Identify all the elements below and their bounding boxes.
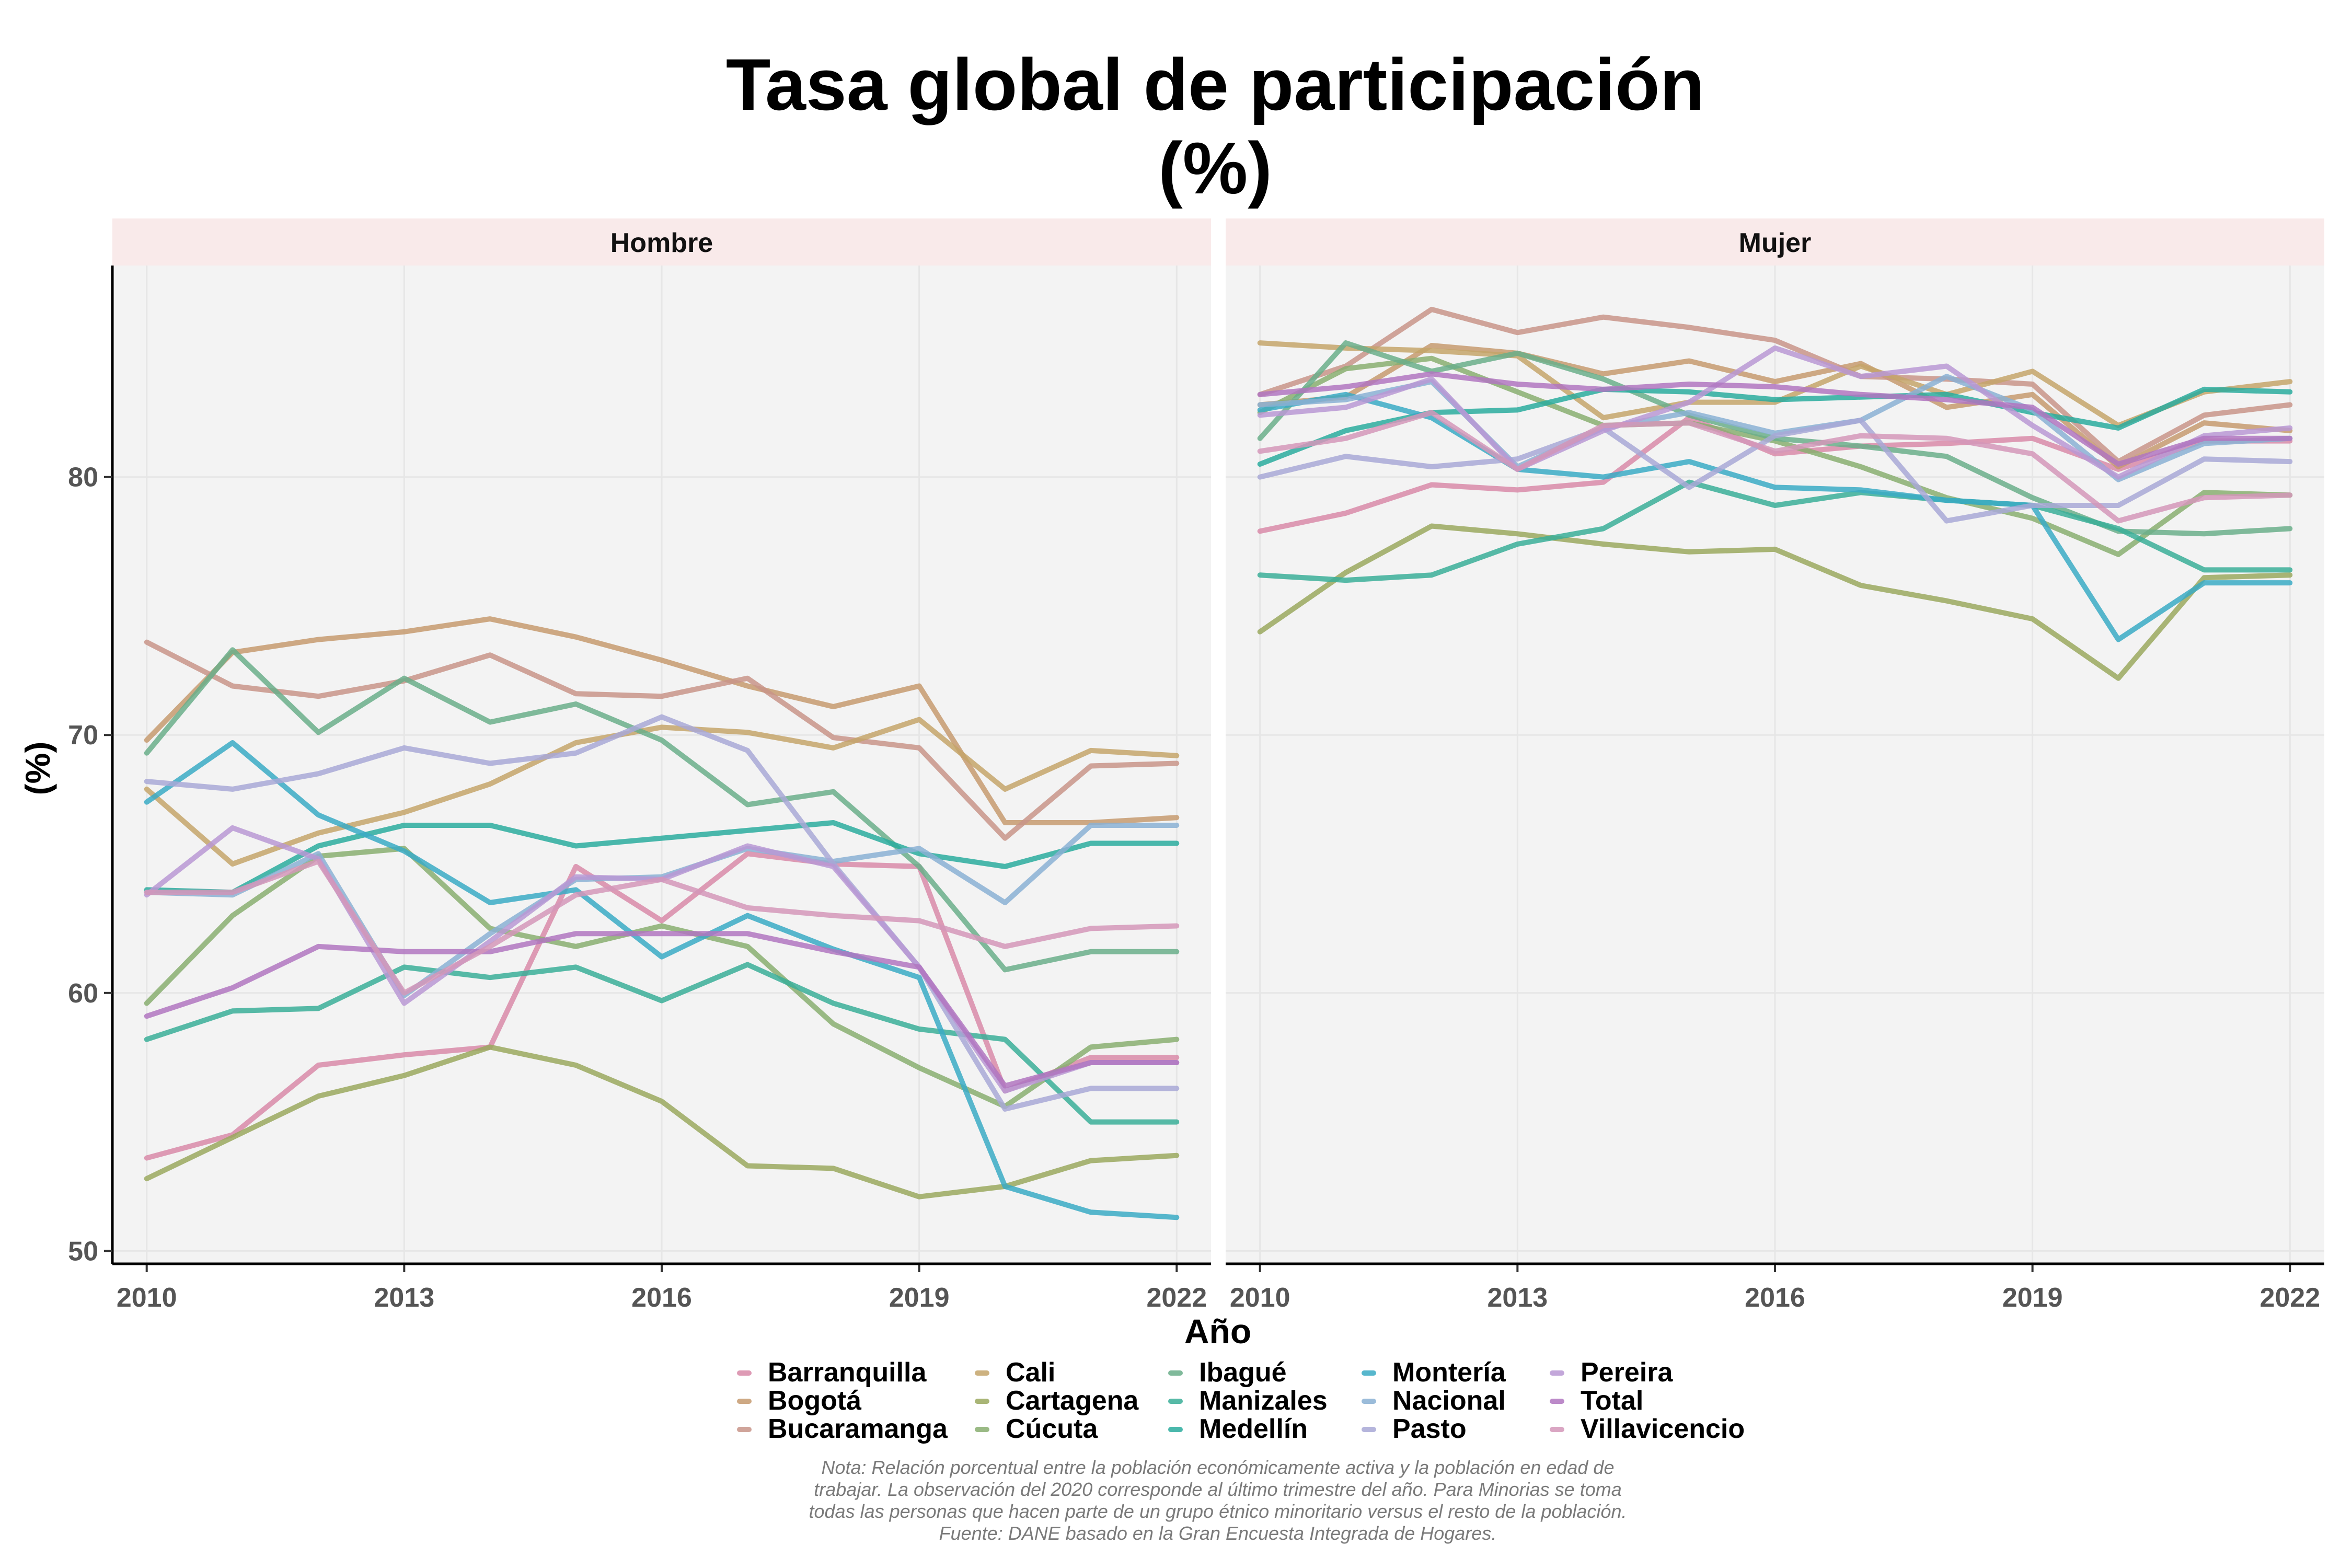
series-line-hombre-ibague <box>144 647 1180 973</box>
panel-mujer: Mujer 2010 2013 2016 2019 2022 <box>1226 218 2324 1313</box>
y-tick-label-50: 50 <box>68 1236 98 1266</box>
series-line-hombre-cali <box>144 717 1180 867</box>
x-axis-title: Año <box>1184 1312 1251 1351</box>
x-tick-label-2016: 2016 <box>631 1283 692 1313</box>
legend-label-total: Total <box>1581 1386 1643 1416</box>
series-line-mujer-total <box>1257 371 2293 467</box>
series-line-mujer-monteria <box>1257 391 2293 642</box>
legend-label-pasto: Pasto <box>1392 1414 1467 1444</box>
footnote-line-3: todas las personas que hacen parte de un… <box>809 1501 1627 1522</box>
series-line-hombre-medellin <box>144 820 1180 895</box>
series-line-mujer-villavicencio <box>1257 410 2293 524</box>
legend-label-cucuta: Cúcuta <box>1006 1414 1098 1444</box>
x-tick-label-2010: 2010 <box>117 1283 177 1313</box>
footnote-line-2: trabajar. La observación del 2020 corres… <box>814 1479 1621 1500</box>
x-tick-label-2022: 2022 <box>1146 1283 1207 1313</box>
series-line-hombre-total <box>144 931 1180 1089</box>
series-line-hombre-bogota <box>144 616 1180 825</box>
x-tick-label-2022: 2022 <box>2259 1283 2320 1313</box>
x-tick-label-2019: 2019 <box>2002 1283 2063 1313</box>
legend-label-bogota: Bogotá <box>768 1386 862 1416</box>
series-line-hombre-villavicencio <box>144 859 1180 996</box>
x-axis-ticks-mujer: 2010 2013 2016 2019 2022 <box>1230 1264 2320 1313</box>
series-line-hombre-bucaramanga <box>144 639 1180 841</box>
series-line-hombre-pasto <box>144 714 1180 1112</box>
chart-title-line1: Tasa global de participación <box>726 43 1704 125</box>
panel-strip-mujer <box>1226 218 2324 266</box>
gridlines-mujer <box>1226 266 2324 1264</box>
footnote: Nota: Relación porcentual entre la pobla… <box>809 1457 1627 1544</box>
panel-strip-label-hombre: Hombre <box>610 228 713 258</box>
panel-hombre: Hombre 2010 2013 2016 2019 2022 <box>112 218 1211 1313</box>
legend-label-barranquilla: Barranquilla <box>768 1357 927 1388</box>
x-axis-ticks-hombre: 2010 2013 2016 2019 2022 <box>117 1264 1207 1313</box>
chart-title-line2: (%) <box>1158 127 1272 209</box>
panel-strip-label-mujer: Mujer <box>1739 228 1812 258</box>
footnote-line-4: Fuente: DANE basado en la Gran Encuesta … <box>939 1523 1497 1544</box>
footnote-line-1: Nota: Relación porcentual entre la pobla… <box>822 1457 1615 1478</box>
legend-label-cartagena: Cartagena <box>1006 1386 1139 1416</box>
series-line-hombre-manizales <box>144 962 1180 1125</box>
series-lines-hombre <box>144 616 1180 1220</box>
legend-label-monteria: Montería <box>1392 1357 1506 1388</box>
legend-label-villavicencio: Villavicencio <box>1581 1414 1745 1444</box>
series-line-mujer-manizales <box>1257 479 2293 583</box>
legend-label-nacional: Nacional <box>1392 1386 1506 1416</box>
legend-label-manizales: Manizales <box>1199 1386 1328 1416</box>
x-tick-label-2010: 2010 <box>1230 1283 1290 1313</box>
series-line-mujer-cartagena <box>1257 523 2293 681</box>
series-line-mujer-pereira <box>1257 345 2293 480</box>
legend-label-medellin: Medellín <box>1199 1414 1308 1444</box>
panel-strip-hombre <box>112 218 1211 266</box>
legend-label-bucaramanga: Bucaramanga <box>768 1414 948 1444</box>
x-tick-label-2013: 2013 <box>374 1283 435 1313</box>
series-line-hombre-monteria <box>144 740 1180 1220</box>
legend-label-ibague: Ibagué <box>1199 1357 1287 1388</box>
y-axis-ticks: 50 60 70 80 <box>68 463 112 1266</box>
series-lines-mujer <box>1257 306 2293 681</box>
legend-label-pereira: Pereira <box>1581 1357 1673 1388</box>
series-line-mujer-pasto <box>1257 418 2293 524</box>
y-tick-label-80: 80 <box>68 463 98 493</box>
gridlines-hombre <box>112 266 1211 1264</box>
x-tick-label-2019: 2019 <box>889 1283 950 1313</box>
y-axis-title: (%) <box>18 742 57 795</box>
legend-label-cali: Cali <box>1006 1357 1055 1388</box>
x-tick-label-2016: 2016 <box>1745 1283 1805 1313</box>
y-tick-label-70: 70 <box>68 720 98 751</box>
x-tick-label-2013: 2013 <box>1488 1283 1548 1313</box>
y-tick-label-60: 60 <box>68 978 98 1009</box>
